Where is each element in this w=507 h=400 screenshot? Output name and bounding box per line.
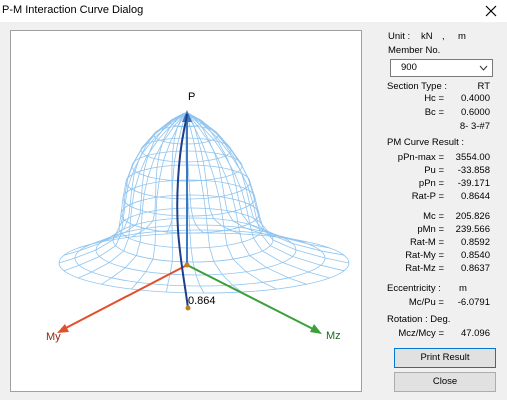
label: Rat-P = bbox=[411, 191, 444, 202]
label: PM Curve Result : bbox=[387, 137, 465, 148]
value: 0.6000 bbox=[460, 107, 490, 118]
label: Rat-My = bbox=[405, 250, 444, 261]
value: 239.566 bbox=[455, 224, 490, 235]
value: 47.096 bbox=[460, 328, 490, 339]
wire bbox=[63, 113, 184, 272]
wire bbox=[131, 114, 185, 290]
value: m bbox=[458, 31, 466, 42]
member-select[interactable]: 900 bbox=[390, 59, 493, 77]
plot-area: P My Mz 0.864 bbox=[10, 30, 362, 392]
label: pPn-max = bbox=[397, 152, 444, 163]
wire bbox=[63, 113, 184, 256]
label: Rotation : Deg. bbox=[387, 314, 451, 325]
wire bbox=[188, 114, 330, 279]
label: Mcz/Mcy = bbox=[398, 328, 444, 339]
wire bbox=[186, 112, 242, 235]
ratio-label: 0.864 bbox=[188, 295, 216, 307]
value: kN bbox=[421, 31, 433, 42]
print-button[interactable]: Print Result bbox=[394, 348, 496, 368]
interaction-surface bbox=[58, 112, 350, 294]
label: Member No. bbox=[388, 45, 441, 56]
wire bbox=[101, 114, 185, 285]
window-title: P-M Interaction Curve Dialog bbox=[2, 4, 144, 16]
mz-label: Mz bbox=[326, 330, 341, 342]
label: pPn = bbox=[418, 178, 444, 189]
value: 0.8644 bbox=[460, 191, 490, 202]
value: -33.858 bbox=[457, 165, 490, 176]
wire bbox=[166, 112, 186, 235]
my-label: My bbox=[46, 331, 61, 343]
arrow bbox=[57, 324, 69, 333]
wire bbox=[186, 114, 242, 293]
point bbox=[185, 305, 191, 311]
value: 3554.00 bbox=[455, 152, 490, 163]
wire bbox=[188, 113, 345, 256]
label: Section Type : bbox=[387, 81, 448, 92]
close-button[interactable]: Close bbox=[394, 372, 496, 392]
wire bbox=[188, 113, 345, 272]
wire bbox=[101, 112, 185, 243]
label: Bc = bbox=[424, 107, 444, 118]
label: Rat-Mz = bbox=[405, 263, 444, 274]
label: Unit : bbox=[388, 31, 411, 42]
label: Rat-M = bbox=[409, 237, 444, 248]
select-value: 900 bbox=[401, 62, 417, 73]
value: 8- 3-#7 bbox=[459, 121, 490, 132]
wire bbox=[187, 112, 307, 243]
label: Hc = bbox=[424, 93, 444, 104]
label: pMn = bbox=[417, 224, 444, 235]
wire bbox=[58, 113, 184, 264]
text: , bbox=[442, 31, 445, 42]
wire bbox=[187, 112, 277, 238]
value: m bbox=[459, 283, 467, 294]
value: 0.8540 bbox=[460, 250, 490, 261]
value: 0.8592 bbox=[460, 237, 490, 248]
value: -6.0791 bbox=[457, 297, 490, 308]
wire bbox=[131, 112, 185, 238]
wire bbox=[187, 114, 307, 285]
value: 0.8637 bbox=[460, 263, 490, 274]
value: -39.171 bbox=[457, 178, 490, 189]
wire bbox=[188, 113, 350, 264]
wire bbox=[78, 114, 184, 279]
label: Eccentricity : bbox=[387, 283, 441, 294]
p-label: P bbox=[188, 91, 195, 103]
arrow bbox=[310, 324, 322, 334]
value: RT bbox=[477, 81, 491, 92]
origin bbox=[184, 262, 190, 268]
dropdown-icon bbox=[479, 65, 488, 71]
close-icon[interactable] bbox=[485, 5, 497, 17]
value: 205.826 bbox=[455, 211, 490, 222]
wire bbox=[78, 113, 184, 249]
pm-curve bbox=[176, 113, 189, 309]
my-axis bbox=[61, 264, 188, 331]
mz-axis bbox=[186, 264, 316, 331]
label: Mc = bbox=[423, 211, 444, 222]
wire bbox=[187, 114, 277, 290]
value: 0.4000 bbox=[460, 93, 490, 104]
label: Pu = bbox=[424, 165, 444, 176]
title-bar: P-M Interaction Curve Dialog bbox=[0, 0, 507, 22]
label: Mc/Pu = bbox=[408, 297, 444, 308]
